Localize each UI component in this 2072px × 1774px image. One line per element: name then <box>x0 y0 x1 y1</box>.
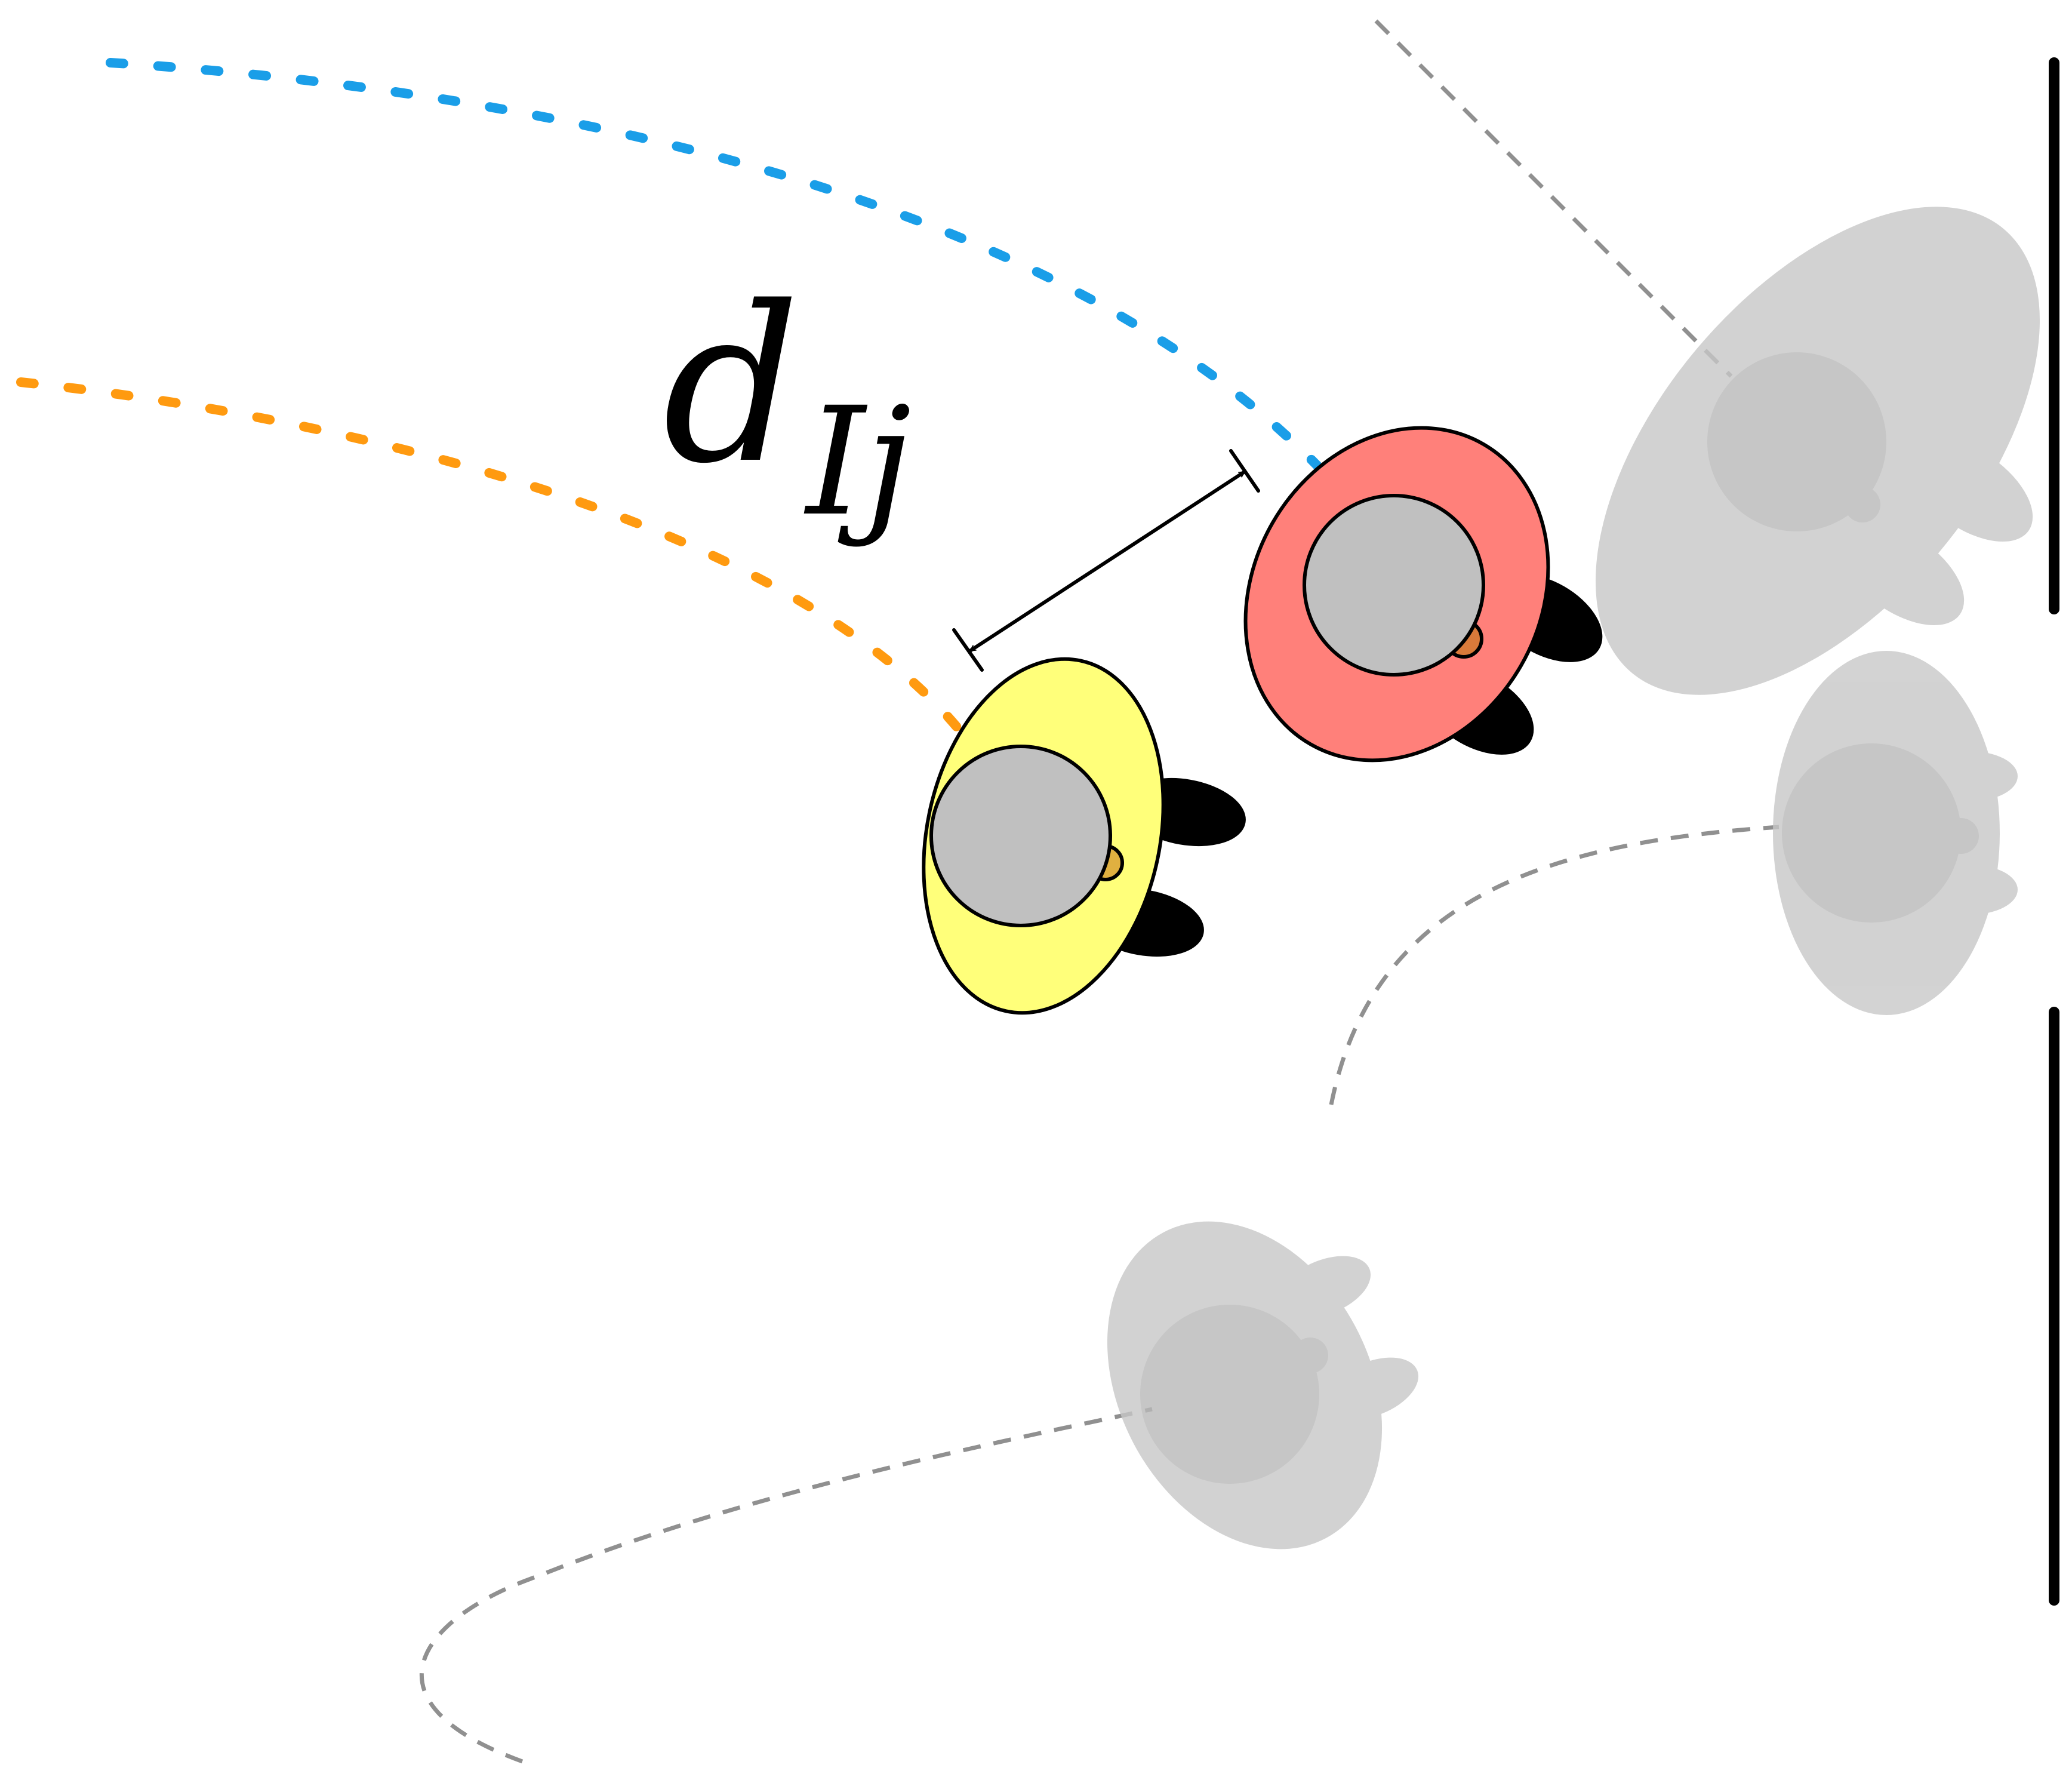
distance-arrow <box>952 449 1260 672</box>
ghost-pedestrian-middle <box>1773 651 2018 1015</box>
agent-j-head <box>929 745 1112 927</box>
ghost-path-top <box>1374 19 1733 378</box>
path-agent-j <box>16 377 963 733</box>
path-agent-i <box>106 58 1339 488</box>
ghost-paths <box>419 19 1779 1764</box>
agent-j <box>922 657 1246 1015</box>
ghost-path-middle <box>1329 825 1779 1105</box>
distance-label-main: d <box>663 260 800 511</box>
distance-label-subscript: Ij <box>803 375 911 549</box>
agent-i-head <box>1303 494 1485 677</box>
distance-arrow-shaft <box>968 470 1246 653</box>
ghost-path-bottom <box>419 1407 1153 1764</box>
distance-label: dIj <box>663 260 912 549</box>
ghost-pedestrian-top <box>1595 207 2040 695</box>
ghost-pedestrian-bottom <box>1107 1221 1419 1549</box>
agent-i <box>1243 426 1603 763</box>
distance-arrow-tick-start <box>952 628 984 672</box>
distance-arrow-tick-end <box>1229 449 1260 493</box>
